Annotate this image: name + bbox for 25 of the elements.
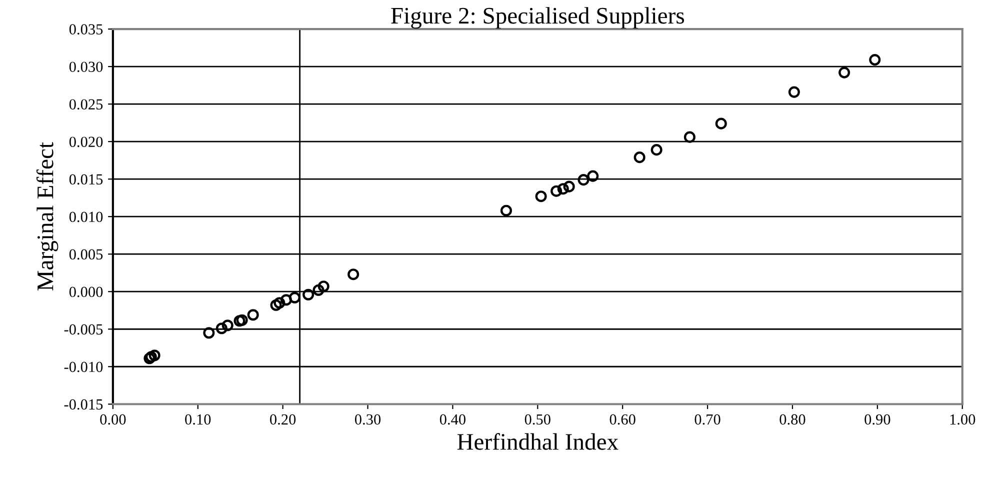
x-tick-label: 0.60 (610, 414, 636, 425)
x-tick-label: 0.10 (185, 414, 211, 425)
y-tick-label: 0.020 (69, 136, 103, 148)
x-tick-label: 0.80 (780, 414, 806, 425)
y-tick-label: 0.000 (69, 286, 103, 298)
y-tick-label: 0.025 (69, 99, 103, 110)
chart-title: Figure 2: Specialised Suppliers (391, 7, 684, 29)
y-tick-label: -0.010 (64, 362, 103, 372)
y-tick-label: 0.010 (69, 212, 103, 222)
y-tick-label: 0.030 (69, 62, 103, 72)
x-axis-title: Herfindhal Index (457, 433, 618, 450)
y-axis-title: Marginal Effect (36, 142, 58, 291)
x-tick-label: 1.00 (950, 414, 976, 425)
x-tick-label: 0.70 (694, 414, 720, 425)
x-tick-label: 0.20 (270, 414, 296, 425)
x-tick-label: 0.50 (524, 414, 550, 425)
y-tick-label: 0.015 (69, 174, 103, 185)
y-tick-label: -0.015 (64, 399, 103, 410)
y-tick-label: 0.005 (69, 249, 103, 260)
x-tick-label: 0.00 (100, 414, 126, 425)
x-tick-label: 0.40 (440, 414, 466, 425)
y-tick-label: 0.035 (69, 24, 103, 35)
x-tick-label: 0.90 (864, 414, 890, 425)
y-tick-label: -0.005 (64, 324, 103, 335)
x-tick-label: 0.30 (354, 414, 381, 425)
